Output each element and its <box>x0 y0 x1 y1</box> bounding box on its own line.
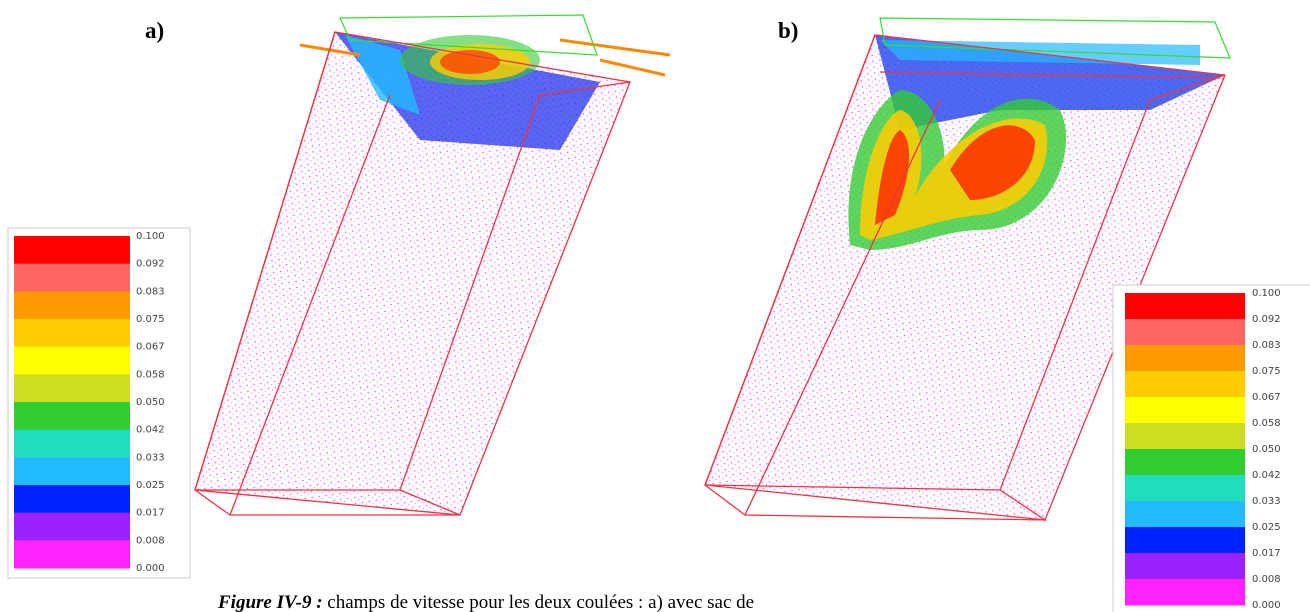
legend-swatch <box>14 485 130 514</box>
panel-b-render <box>704 17 1231 521</box>
legend-swatch <box>14 457 130 486</box>
legend-swatch <box>1125 293 1245 320</box>
legend-label: 0.058 <box>1252 418 1281 429</box>
legend-label: 0.075 <box>136 314 165 325</box>
legend-label: 0.008 <box>136 535 165 546</box>
legend-swatch <box>1125 319 1245 346</box>
legend-label: 0.008 <box>1252 574 1281 585</box>
legend-label: 0.042 <box>1252 470 1281 481</box>
legend-swatch <box>1125 553 1245 580</box>
legend-label: 0.092 <box>136 259 165 270</box>
caption-label: Figure IV-9 : <box>217 592 323 612</box>
legend-swatch <box>14 402 130 431</box>
legend-label: 0.033 <box>1252 496 1281 507</box>
legend-label: 0.017 <box>1252 548 1281 559</box>
legend-label: 0.092 <box>1252 314 1281 325</box>
legend-label: 0.025 <box>136 480 165 491</box>
legend-swatch <box>14 291 130 320</box>
panel-label: b) <box>778 18 798 43</box>
legend-swatch <box>14 319 130 348</box>
panel-a-render <box>194 14 671 516</box>
legend-swatch <box>1125 475 1245 502</box>
legend-label: 0.075 <box>1252 366 1281 377</box>
legend-swatch <box>1125 579 1245 606</box>
legend-label: 0.017 <box>136 508 165 519</box>
legend-swatch <box>14 512 130 541</box>
legend-swatch <box>14 429 130 458</box>
legend-swatch <box>1125 371 1245 398</box>
legend-label: 0.042 <box>136 425 165 436</box>
legend-label: 0.050 <box>1252 444 1281 455</box>
legend-swatch <box>14 346 130 375</box>
legend-label: 0.083 <box>1252 340 1281 351</box>
legend-swatch <box>14 540 130 569</box>
legend-label: 0.000 <box>136 563 165 574</box>
legend-label: 0.058 <box>136 369 165 380</box>
legend-label: 0.067 <box>1252 392 1281 403</box>
legend-label: 0.025 <box>1252 522 1281 533</box>
panel-label: a) <box>145 18 164 43</box>
legend-swatch <box>14 374 130 403</box>
legend-swatch <box>1125 423 1245 450</box>
caption: Figure IV-9 : champs de vitesse pour les… <box>217 592 754 612</box>
legend-label: 0.067 <box>136 342 165 353</box>
legend-label: 0.083 <box>136 286 165 297</box>
legend-swatch <box>1125 345 1245 372</box>
legend-label: 0.100 <box>136 231 165 242</box>
legend-label: 0.000 <box>1252 600 1281 611</box>
caption-text: champs de vitesse pour les deux coulées … <box>323 592 755 612</box>
legend-swatch <box>14 236 130 265</box>
legend-label: 0.100 <box>1252 288 1281 299</box>
legend-swatch <box>1125 501 1245 528</box>
legend-label: 0.033 <box>136 452 165 463</box>
legend-swatch <box>1125 527 1245 554</box>
legend-swatch <box>14 263 130 292</box>
legend-label: 0.050 <box>136 397 165 408</box>
legend-swatch <box>1125 397 1245 424</box>
legend-swatch <box>1125 449 1245 476</box>
